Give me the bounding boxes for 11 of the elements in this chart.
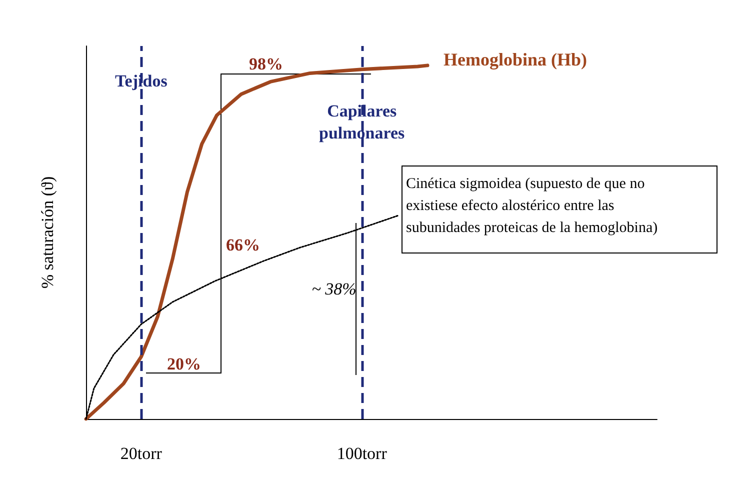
- annotation: 20%: [167, 354, 201, 374]
- annotation: Cinética sigmoidea (supuesto de que no existiese efecto alostérico entre las subunidades proteicas de la hemoglobina): [406, 176, 658, 236]
- ref-line-label: Tejidos: [115, 72, 168, 90]
- ref-line-label: Capilares pulmonares: [319, 102, 406, 142]
- x-tick-label: 20torr: [120, 444, 162, 463]
- y-axis-title: % saturación (ϑ): [38, 176, 57, 289]
- annotation: ~ 38%: [312, 280, 356, 298]
- annotation: 98%: [249, 54, 283, 74]
- annotation: 66%: [226, 236, 260, 254]
- series-label: Hemoglobina (Hb): [443, 49, 588, 70]
- x-tick-label: 100torr: [336, 444, 388, 463]
